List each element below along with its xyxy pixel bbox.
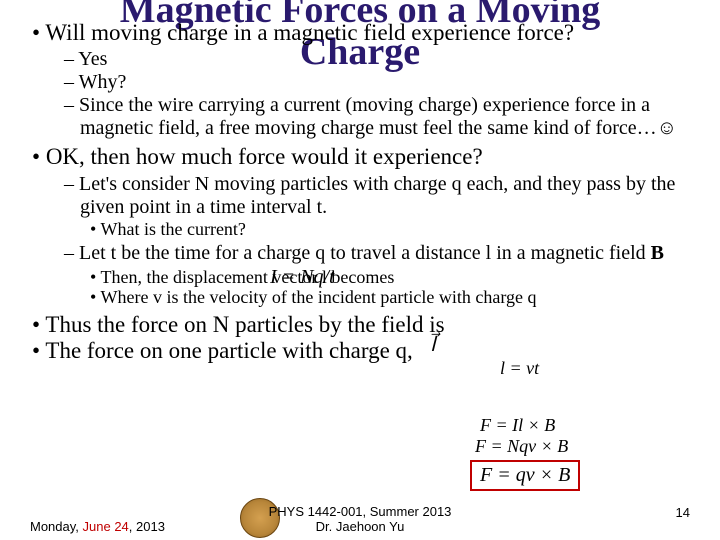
footer-date: Monday, June 24, 2013 bbox=[30, 519, 165, 534]
text-since: Since the wire carrying a current (movin… bbox=[79, 94, 677, 139]
footer-instructor: Dr. Jaehoon Yu bbox=[316, 519, 405, 534]
text-will-moving: Will moving charge in a magnetic field e… bbox=[45, 20, 574, 45]
bullet-ok-then: OK, then how much force would it experie… bbox=[20, 144, 700, 170]
text-then-disp: Then, the displacement vector l becomes bbox=[100, 267, 394, 287]
footer-page: 14 bbox=[676, 505, 690, 520]
footer-center: PHYS 1442-001, Summer 2013 Dr. Jaehoon Y… bbox=[269, 504, 452, 534]
formula-I: I = Nq/t bbox=[270, 266, 335, 289]
bullet-one-particle: The force on one particle with charge q, bbox=[20, 338, 700, 364]
bullet-since: Since the wire carrying a current (movin… bbox=[60, 94, 700, 140]
text-one-particle: The force on one particle with charge q, bbox=[45, 338, 412, 363]
text-ok-then: OK, then how much force would it experie… bbox=[46, 144, 483, 169]
bullet-what-current: What is the current? bbox=[88, 219, 700, 240]
formula-FNqvB-text: F = Nqv × B bbox=[475, 436, 568, 456]
text-let-t: Let t be the time for a charge q to trav… bbox=[79, 242, 651, 264]
text-yes: Yes bbox=[78, 48, 107, 70]
bullet-consider: Let's consider N moving particles with c… bbox=[60, 173, 700, 219]
slide-content: Will moving charge in a magnetic field e… bbox=[20, 20, 700, 365]
text-thus: Thus the force on N particles by the fie… bbox=[45, 312, 444, 337]
footer-course: PHYS 1442-001, Summer 2013 bbox=[269, 504, 452, 519]
text-consider: Let's consider N moving particles with c… bbox=[79, 173, 675, 218]
bullet-then-disp: Then, the displacement vector l becomes bbox=[88, 267, 700, 288]
footer-page-num: 14 bbox=[676, 505, 690, 520]
text-why: Why? bbox=[79, 71, 127, 93]
formula-l-text: l = vt bbox=[500, 358, 539, 378]
bullet-yes: Yes bbox=[60, 48, 700, 71]
formula-I-text: I = Nq/t bbox=[270, 266, 335, 288]
bullet-where-v: Where v is the velocity of the incident … bbox=[88, 287, 700, 308]
formula-FIlB-text: F = Il × B bbox=[480, 415, 555, 435]
text-what-current: What is the current? bbox=[100, 219, 245, 239]
text-let-t-B: B bbox=[651, 242, 664, 264]
formula-box-FqvB: F = qv × B bbox=[470, 460, 580, 491]
bullet-why: Why? bbox=[60, 71, 700, 94]
formula-FIlB: F = Il × B bbox=[480, 415, 555, 436]
bullet-thus: Thus the force on N particles by the fie… bbox=[20, 312, 700, 338]
formula-l-vt: l = vt bbox=[500, 358, 539, 379]
bullet-let-t: Let t be the time for a charge q to trav… bbox=[60, 242, 700, 265]
formula-FNqvB: F = Nqv × B bbox=[475, 436, 568, 457]
bullet-will-moving: Will moving charge in a magnetic field e… bbox=[20, 20, 700, 46]
text-where-v: Where v is the velocity of the incident … bbox=[100, 287, 536, 307]
footer-date-text: Monday, June 24, 2013 bbox=[30, 519, 165, 534]
formula-FqvB-text: F = qv × B bbox=[480, 464, 570, 486]
formula-l-arrow: l⃗ bbox=[430, 332, 436, 357]
